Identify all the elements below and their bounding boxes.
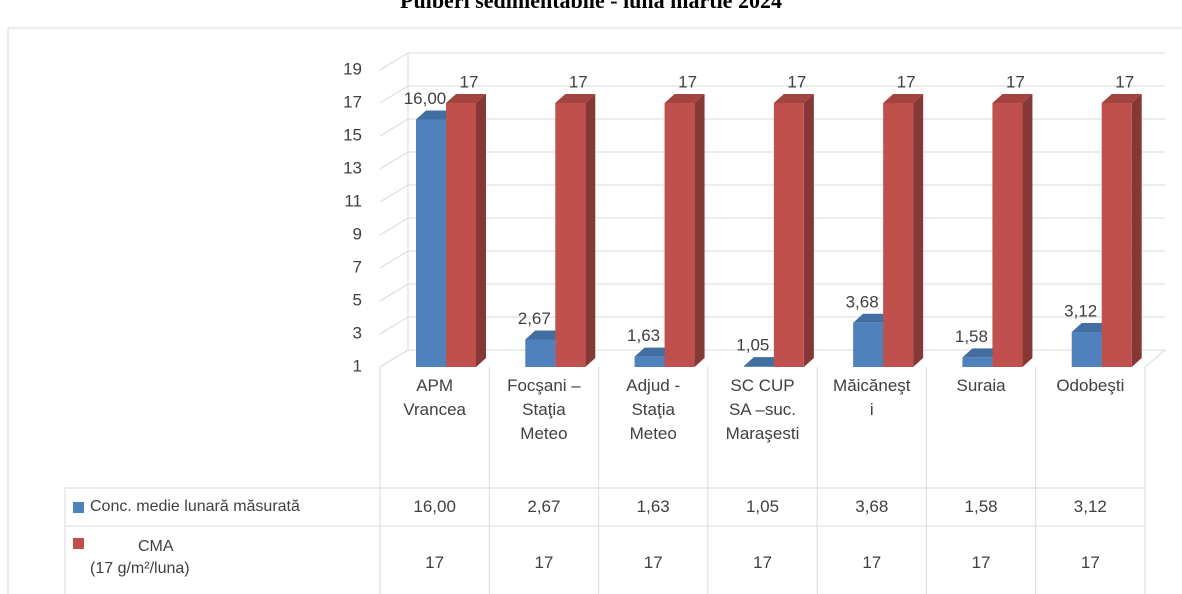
data-label: 17 xyxy=(1115,72,1134,91)
bar-top xyxy=(773,94,814,103)
chart-border xyxy=(7,27,1182,594)
grid-line xyxy=(379,85,1165,104)
bar xyxy=(634,356,665,367)
grid-line xyxy=(379,250,1165,269)
bar-side xyxy=(1131,94,1142,367)
table-cell: 2,67 xyxy=(527,497,561,516)
bar-side xyxy=(1022,94,1033,367)
bar-top xyxy=(446,94,486,103)
bar-side xyxy=(803,94,814,367)
x-tick-label: Măicăneşti xyxy=(833,376,911,419)
y-tick-label: 19 xyxy=(343,59,362,78)
grid-line xyxy=(379,52,1165,71)
table-cell: 1,63 xyxy=(636,497,670,516)
bar-side xyxy=(694,94,705,367)
data-label: 1,05 xyxy=(736,336,769,355)
legend-key xyxy=(73,538,84,549)
data-label: 16,00 xyxy=(404,89,447,108)
data-label: 2,67 xyxy=(518,309,551,328)
grid-line xyxy=(379,151,1165,170)
table-cell: 17 xyxy=(753,553,772,572)
legend-label: CMA (17 g/m²/luna) xyxy=(90,538,190,577)
legend-key xyxy=(73,502,84,513)
table-cell: 1,05 xyxy=(745,497,780,516)
table-cell: 1,58 xyxy=(964,497,998,516)
bar xyxy=(773,103,804,367)
y-tick-label: 13 xyxy=(343,158,362,177)
bar xyxy=(525,339,556,367)
bar xyxy=(446,103,476,367)
grid-line xyxy=(379,316,1165,335)
data-label: 17 xyxy=(678,72,697,91)
data-label: 1,63 xyxy=(627,326,660,345)
data-label: 17 xyxy=(460,72,479,91)
bar-top xyxy=(555,94,596,103)
y-tick-label: 7 xyxy=(353,257,362,276)
table-cell: 17 xyxy=(1080,553,1100,572)
table-cell: 17 xyxy=(425,553,445,572)
x-tick-label: Focşani – Staţia Meteo xyxy=(507,376,581,443)
bar-side xyxy=(913,94,924,367)
data-label: 17 xyxy=(1006,72,1025,91)
data-label: 17 xyxy=(897,72,916,91)
chart-title: Pulberi sedimentabile - luna martie 2024 xyxy=(400,0,782,13)
y-tick-label: 15 xyxy=(343,125,362,144)
bar-top xyxy=(1101,94,1142,103)
data-label: 17 xyxy=(787,72,806,91)
grid-line xyxy=(379,184,1165,203)
table-cell: 17 xyxy=(534,553,554,572)
data-label: 1,58 xyxy=(955,327,988,346)
bar xyxy=(664,103,695,367)
x-tick-label: APM Vrancea xyxy=(403,376,466,419)
y-tick-label: 1 xyxy=(353,356,362,375)
bar xyxy=(743,366,774,367)
bar xyxy=(416,119,446,367)
data-label: 3,12 xyxy=(1064,302,1097,321)
y-tick-label: 9 xyxy=(353,224,362,243)
y-tick-label: 5 xyxy=(353,290,362,309)
x-tick-label: Odobeşti xyxy=(1056,376,1125,395)
grid-line xyxy=(379,118,1165,137)
bar-top xyxy=(992,94,1033,103)
data-label: 3,68 xyxy=(846,292,879,311)
bar xyxy=(992,103,1023,367)
y-tick-label: 11 xyxy=(344,191,362,210)
bar xyxy=(962,357,993,367)
table-cell: 3,68 xyxy=(855,497,889,516)
x-tick-label: SC CUP SA –suc. Maraşesti xyxy=(725,376,800,443)
bar xyxy=(1071,332,1102,367)
bar-top xyxy=(664,94,705,103)
y-tick-label: 17 xyxy=(343,92,362,111)
bar-side xyxy=(585,94,596,367)
bar xyxy=(883,103,914,367)
bar-side xyxy=(476,94,486,367)
y-tick-label: 3 xyxy=(353,323,362,342)
x-tick-label: Suraia xyxy=(956,376,1006,395)
table-cell: 16,00 xyxy=(413,497,456,516)
x-tick-label: Adjud - Staţia Meteo xyxy=(626,376,681,443)
bar xyxy=(853,322,884,367)
data-label: 17 xyxy=(569,72,588,91)
table-cell: 3,12 xyxy=(1073,497,1107,516)
bar-top xyxy=(883,94,924,103)
grid-line xyxy=(379,283,1165,302)
legend-label: Conc. medie lunară măsurată xyxy=(90,498,300,515)
grid-line xyxy=(379,217,1165,236)
table-cell: 17 xyxy=(971,553,991,572)
bar xyxy=(1101,103,1132,367)
table-cell: 17 xyxy=(643,553,663,572)
table-cell: 17 xyxy=(862,553,882,572)
bar xyxy=(555,103,586,367)
